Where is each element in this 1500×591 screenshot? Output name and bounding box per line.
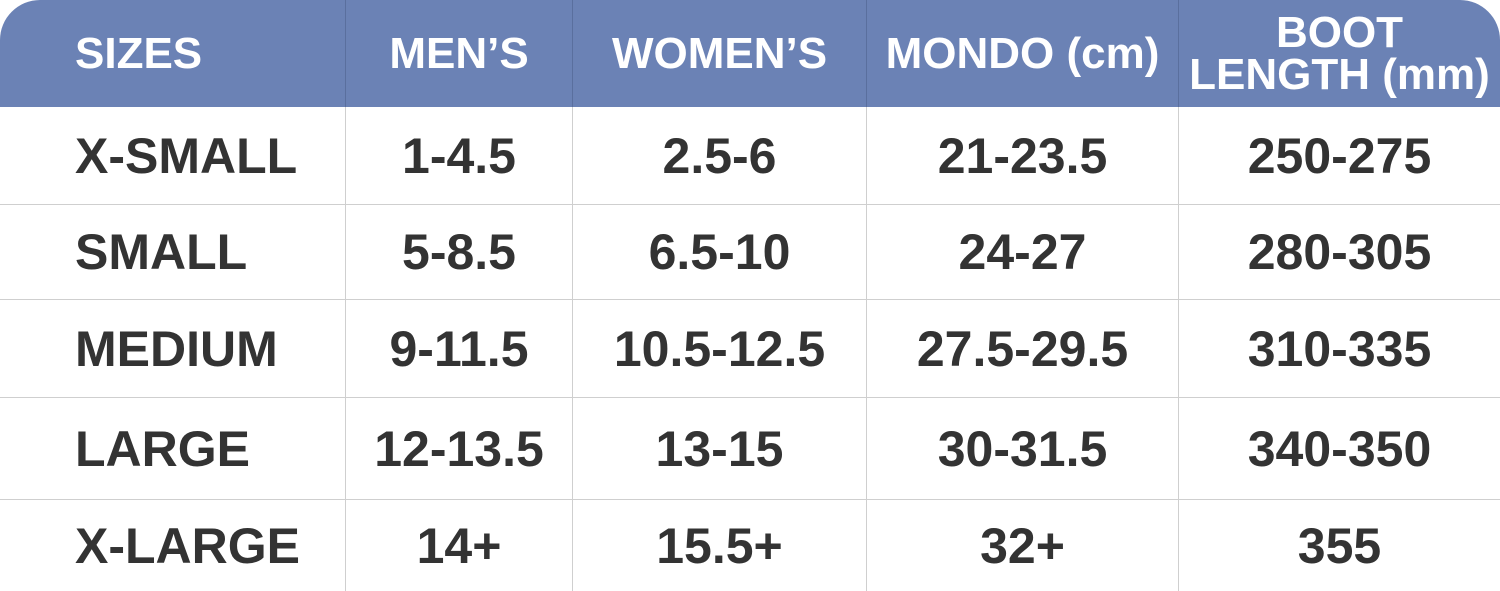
size-label: X-SMALL [0,107,345,205]
size-value: 310-335 [1178,300,1500,398]
size-label: LARGE [0,398,345,500]
size-value: 12-13.5 [345,398,572,500]
size-value: 1-4.5 [345,107,572,205]
size-value: 27.5-29.5 [866,300,1178,398]
column-header: MONDO (cm) [866,0,1178,107]
size-value: 250-275 [1178,107,1500,205]
size-value: 2.5-6 [572,107,866,205]
size-value: 5-8.5 [345,205,572,300]
size-label: MEDIUM [0,300,345,398]
size-value: 15.5+ [572,500,866,591]
size-value: 14+ [345,500,572,591]
column-header: SIZES [0,0,345,107]
size-value: 9-11.5 [345,300,572,398]
column-header: BOOT LENGTH (mm) [1178,0,1500,107]
size-value: 30-31.5 [866,398,1178,500]
size-value: 280-305 [1178,205,1500,300]
size-label: SMALL [0,205,345,300]
size-value: 32+ [866,500,1178,591]
size-value: 355 [1178,500,1500,591]
column-header: WOMEN’S [572,0,866,107]
size-value: 21-23.5 [866,107,1178,205]
size-value: 340-350 [1178,398,1500,500]
column-header: MEN’S [345,0,572,107]
size-value: 10.5-12.5 [572,300,866,398]
size-label: X-LARGE [75,517,300,574]
size-value: 24-27 [866,205,1178,300]
size-value: 13-15 [572,398,866,500]
size-value: 6.5-10 [572,205,866,300]
